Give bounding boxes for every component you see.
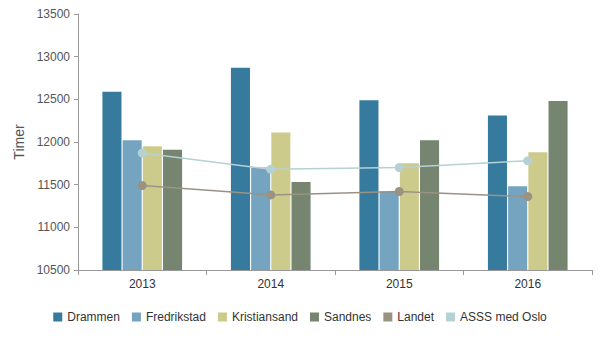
svg-text:12500: 12500 xyxy=(37,92,71,106)
svg-text:2013: 2013 xyxy=(129,277,156,291)
svg-text:Sandnes: Sandnes xyxy=(324,310,371,324)
svg-text:11500: 11500 xyxy=(38,178,71,192)
svg-text:11000: 11000 xyxy=(38,220,71,234)
svg-text:12000: 12000 xyxy=(37,135,71,149)
svg-text:13500: 13500 xyxy=(37,7,71,21)
svg-text:Drammen: Drammen xyxy=(67,310,120,324)
svg-text:2014: 2014 xyxy=(257,277,284,291)
svg-text:2015: 2015 xyxy=(386,277,413,291)
svg-text:Kristiansand: Kristiansand xyxy=(232,310,298,324)
svg-text:Landet: Landet xyxy=(397,310,434,324)
svg-text:13000: 13000 xyxy=(37,50,71,64)
svg-text:Timer: Timer xyxy=(11,124,27,160)
svg-text:ASSS med Oslo: ASSS med Oslo xyxy=(460,310,547,324)
svg-text:Fredrikstad: Fredrikstad xyxy=(146,310,206,324)
svg-text:10500: 10500 xyxy=(37,263,71,277)
svg-text:2016: 2016 xyxy=(514,277,541,291)
